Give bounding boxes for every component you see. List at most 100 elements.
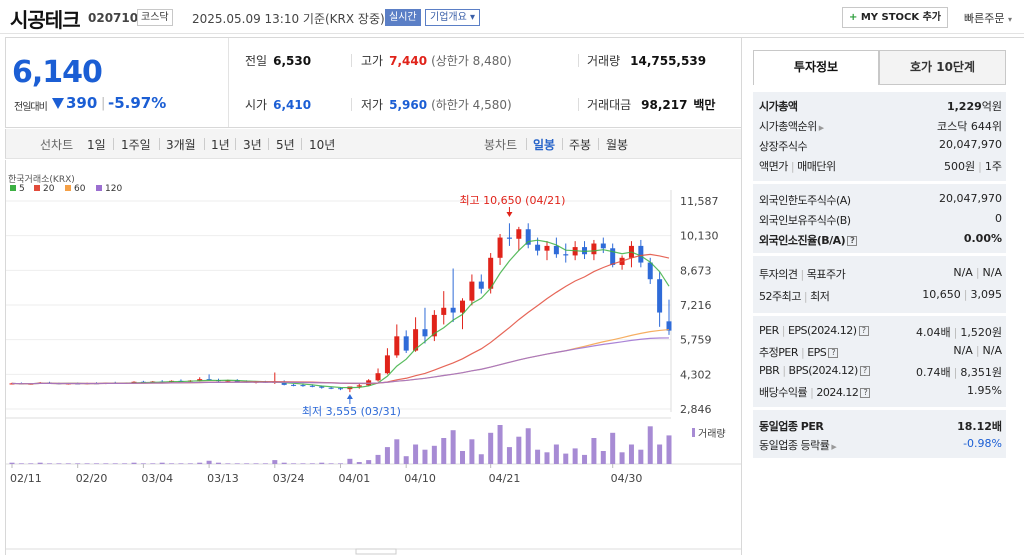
tab-orderbook[interactable]: 호가 10단계 <box>879 50 1006 85</box>
x-tick-label: 02/20 <box>76 472 108 485</box>
unit-value: 1주 <box>984 160 1002 173</box>
volume-bar <box>422 449 428 464</box>
sector-rate-value: -0.98% <box>963 437 1002 450</box>
rank-label: 시가총액순위 <box>759 120 817 133</box>
candle-body <box>328 387 334 389</box>
chart-canvas[interactable]: 한국거래소(KRX)5 20 60 120 11,587 10,130 8,673 7,216… <box>6 160 741 555</box>
per-values: 4.04배 | 1,520원 <box>916 326 1002 339</box>
high-arrow-head <box>506 212 513 217</box>
candle-body <box>610 248 616 265</box>
dividend-value: 1.95% <box>967 384 1002 397</box>
pbr-row: PBR | BPS(2024.12)? 0.74배 | 8,351원 <box>759 364 1002 380</box>
rank-value: 코스닥 644위 <box>937 120 1002 133</box>
period-10y[interactable]: 10년 <box>309 138 336 152</box>
period-3y[interactable]: 3년 <box>243 138 262 152</box>
candle-body <box>506 237 512 239</box>
divider <box>159 138 160 150</box>
market-cap-row: 시가총액 1,229억원 <box>759 98 1002 114</box>
divider <box>113 138 114 150</box>
volume-bar <box>553 444 559 464</box>
candle-body <box>544 245 550 251</box>
company-overview-button[interactable]: 기업개요 ▾ <box>425 9 480 26</box>
sector-rate-label-wrap[interactable]: 동일업종 등락률 ▶ <box>759 437 837 453</box>
ma-line-20 <box>11 253 670 385</box>
foreign-ratio-value: 0.00% <box>963 232 1002 245</box>
period-monthly[interactable]: 월봉 <box>606 138 629 152</box>
par-labels: 액면가 | 매매단위 <box>759 160 836 173</box>
volume-bar <box>356 462 362 464</box>
candle-body <box>460 300 466 313</box>
x-tick-label: 04/01 <box>339 472 371 485</box>
x-tick-label: 03/24 <box>273 472 305 485</box>
amount-unit: 백만 <box>693 98 716 112</box>
foreign-hold-value: 0 <box>995 212 1002 225</box>
stock-chart[interactable]: 한국거래소(KRX) 5 20 60 120 11,587 10,130 8,673 7,216… <box>5 160 741 555</box>
period-3m[interactable]: 3개월 <box>166 138 196 152</box>
period-1d[interactable]: 1일 <box>87 138 106 152</box>
period-1y[interactable]: 1년 <box>211 138 230 152</box>
help-icon[interactable]: ? <box>860 388 871 398</box>
amount-label: 거래대금 <box>587 98 632 112</box>
period-5y[interactable]: 5년 <box>276 138 295 152</box>
realtime-badge[interactable]: 실시간 <box>385 9 421 26</box>
quote-datetime: 2025.05.09 13:10 기준(KRX 장중) <box>192 12 385 26</box>
divider <box>578 54 579 67</box>
y-tick-label: 5,759 <box>680 334 712 347</box>
rank-label-wrap[interactable]: 시가총액순위 ▶ <box>759 118 824 134</box>
divider <box>235 138 236 150</box>
volume-bar <box>169 463 175 464</box>
volume-bar <box>150 463 156 464</box>
ma-line-5 <box>11 239 670 389</box>
market-cap-number: 1,229 <box>946 100 982 113</box>
volume-legend-label: 거래량 <box>698 428 726 440</box>
candle-chart-toggle[interactable]: 봉차트 <box>484 138 518 152</box>
volume-bar <box>384 447 390 464</box>
volume-bar <box>375 454 381 464</box>
x-tick-label: 02/11 <box>10 472 42 485</box>
volume-bar <box>47 463 53 464</box>
quick-order-button[interactable]: 빠른주문 ▾ <box>964 10 1012 26</box>
volume-bar <box>56 463 62 464</box>
candle-body <box>657 279 663 313</box>
sector-per-row: 동일업종 PER 18.12배 <box>759 418 1002 434</box>
candle-body <box>666 321 672 331</box>
help-icon[interactable]: ? <box>828 348 839 358</box>
foreign-hold-label: 외국인보유주식수(B) <box>759 214 851 227</box>
volume-bar <box>225 463 231 464</box>
low-annotation: 최저 3,555 (03/31) <box>302 405 401 418</box>
period-daily[interactable]: 일봉 <box>533 138 556 152</box>
help-icon[interactable]: ? <box>858 326 869 336</box>
opinion-values: N/A | N/A <box>953 266 1002 279</box>
volume-bar <box>366 460 372 464</box>
change-percent: -5.97% <box>108 94 167 112</box>
amount-value: 98,217 <box>641 98 688 112</box>
tab-invest-info[interactable]: 투자정보 <box>753 50 879 85</box>
chart-source-label: 한국거래소(KRX) <box>8 174 75 185</box>
add-mystock-button[interactable]: + MY STOCK 추가 <box>842 7 948 28</box>
candle-body <box>356 385 362 387</box>
help-icon[interactable]: ? <box>847 236 858 246</box>
period-1w[interactable]: 1주일 <box>121 138 151 152</box>
open-price: 시가 6,410 <box>245 96 311 113</box>
price-change-value: 390 <box>66 94 98 112</box>
low-value: 5,960 <box>389 98 428 112</box>
low-price: 저가 5,960 (하한가 4,580) <box>361 96 512 113</box>
candle-body <box>431 314 437 337</box>
info-group-basic: 시가총액 1,229억원 시가총액순위 ▶ 코스닥 644위 상장주식수 20,047,… <box>753 92 1006 181</box>
divider <box>351 98 352 111</box>
pbr-label: PBR <box>759 364 780 377</box>
open-label: 시가 <box>245 98 268 112</box>
period-weekly[interactable]: 주봉 <box>569 138 592 152</box>
add-mystock-label: MY STOCK 추가 <box>860 12 942 23</box>
volume-bar <box>122 463 128 464</box>
volume-bar <box>103 463 109 464</box>
volume-bar <box>93 463 99 464</box>
volume-bar <box>582 454 588 464</box>
info-group-opinion: 투자의견 | 목표주가 N/A | N/A 52주최고 | 최저 10,650 | 3,095 <box>753 256 1006 313</box>
volume-bar <box>65 463 71 464</box>
line-chart-toggle[interactable]: 선차트 <box>40 138 74 152</box>
volume-bar <box>159 462 165 464</box>
help-icon[interactable]: ? <box>859 366 870 376</box>
candle-body <box>600 243 606 249</box>
y-tick-label: 11,587 <box>680 195 719 208</box>
